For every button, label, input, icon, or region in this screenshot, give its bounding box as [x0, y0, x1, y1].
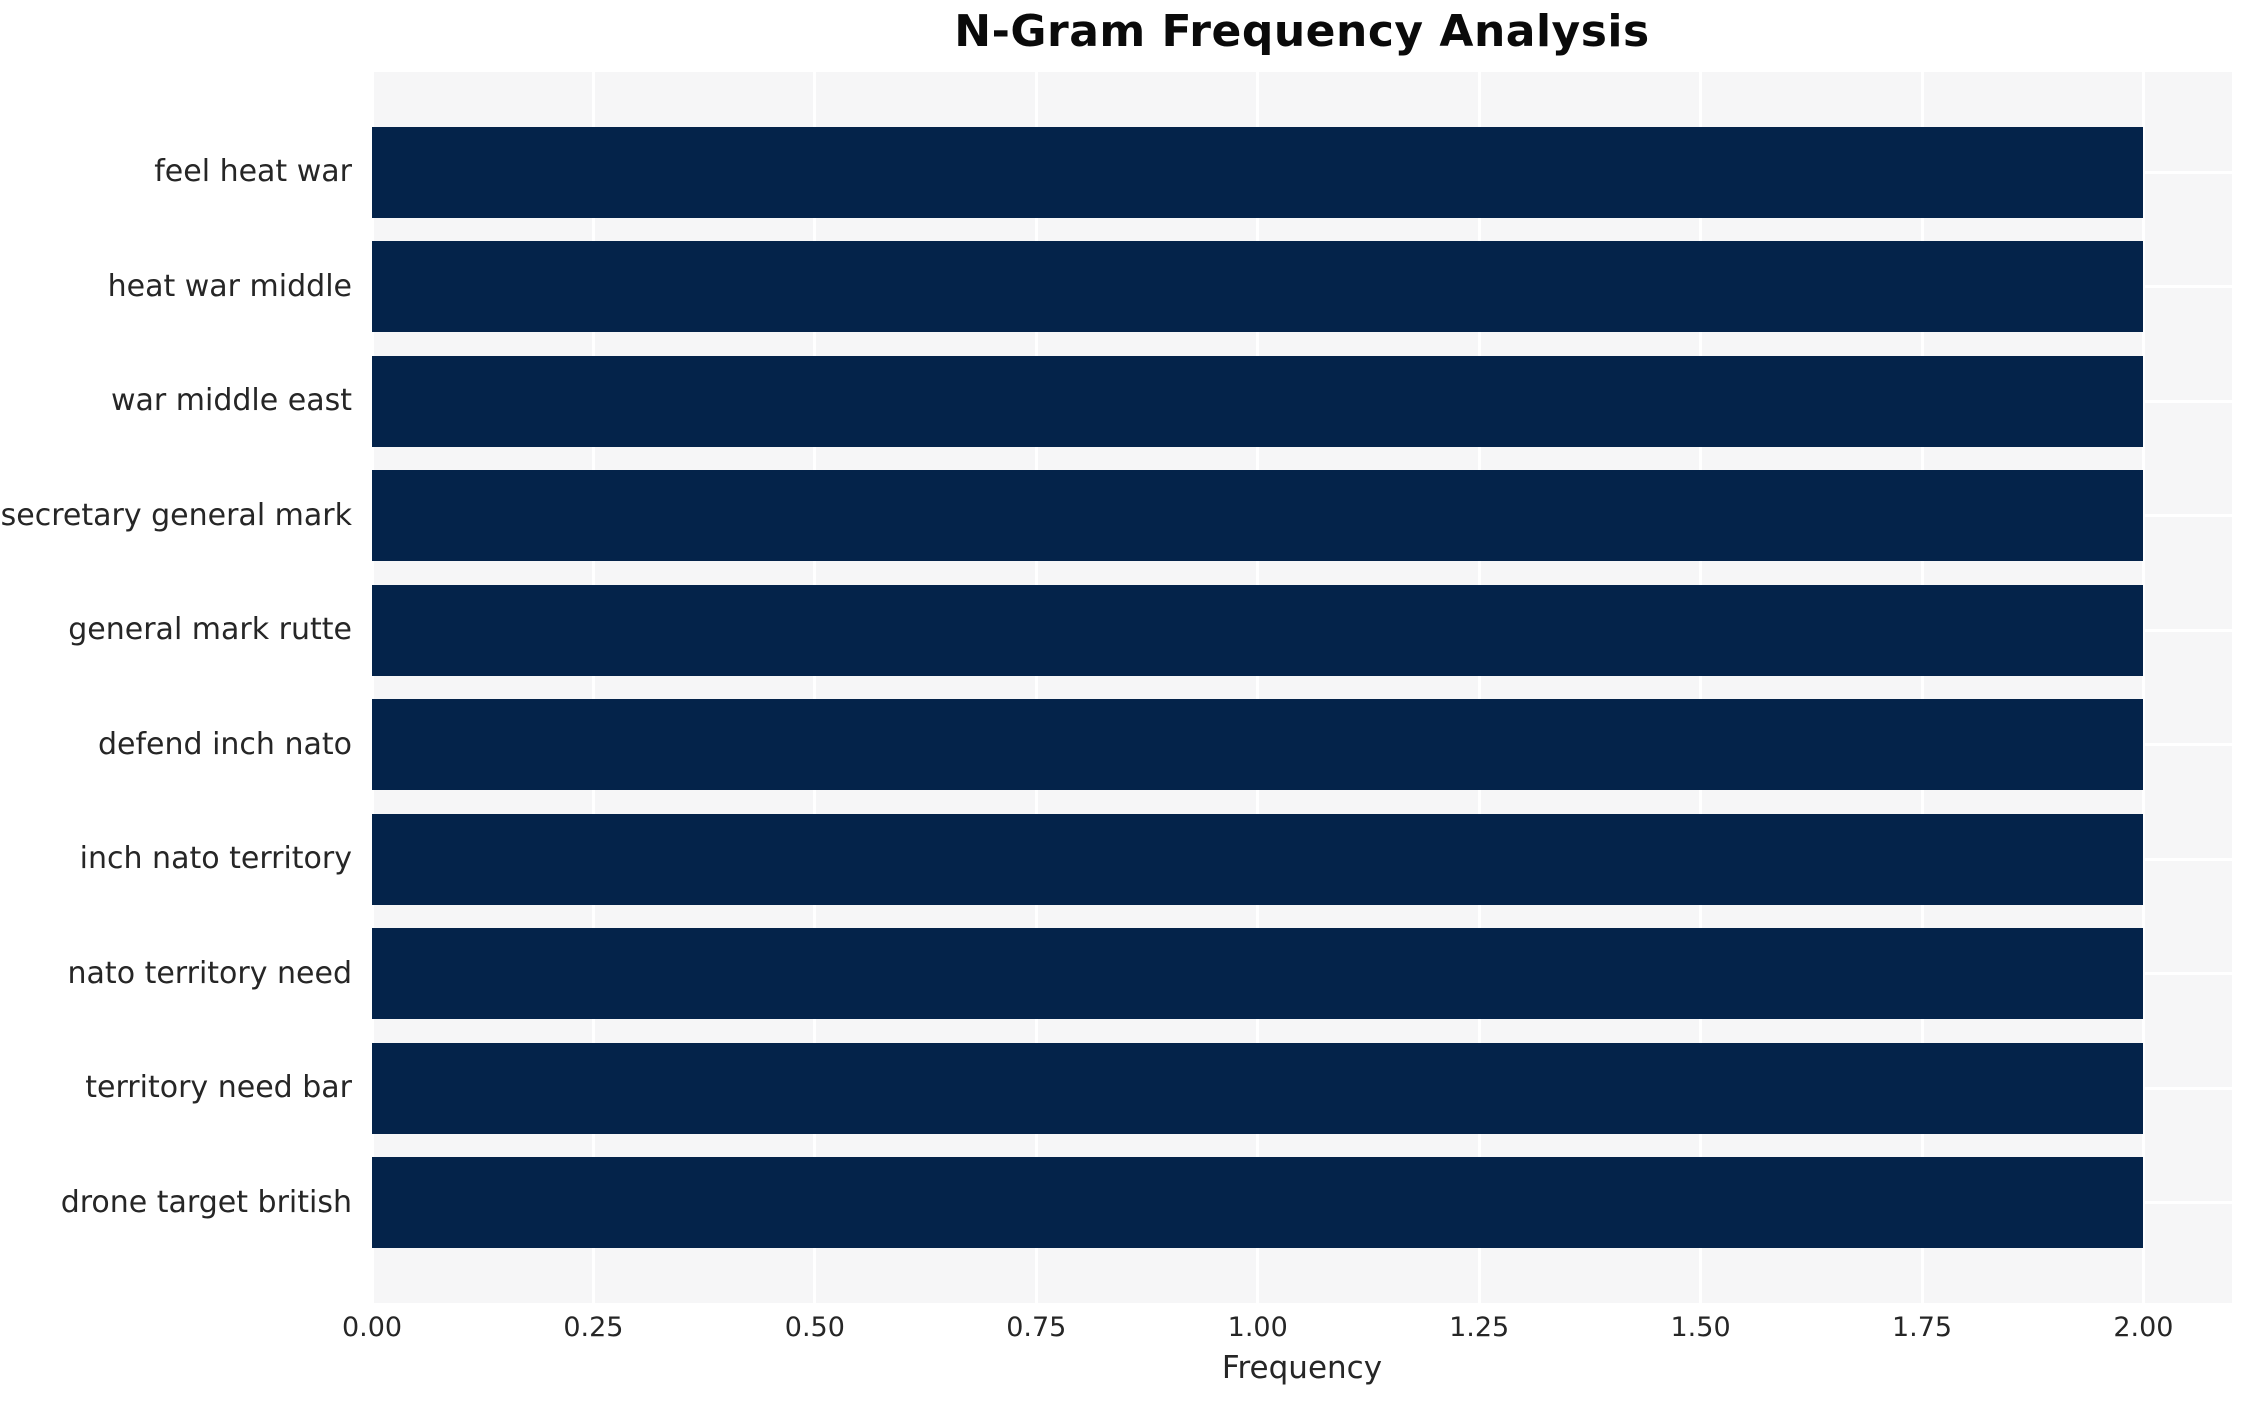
- bar: [372, 126, 2144, 218]
- gridline-vertical: [1699, 72, 1703, 1303]
- y-axis-labels: feel heat war heat war middle war middle e…: [0, 72, 352, 1303]
- x-tick-label: 1.00: [1227, 1312, 1288, 1343]
- y-tick-label: defend inch nato: [97, 726, 352, 762]
- gridline-vertical: [813, 72, 817, 1303]
- y-tick-label: heat war middle: [107, 268, 352, 304]
- bar: [372, 813, 2144, 905]
- y-tick-label: general mark rutte: [68, 612, 352, 648]
- bar: [372, 355, 2144, 447]
- y-tick-label: feel heat war: [154, 154, 352, 190]
- chart-title: N-Gram Frequency Analysis: [954, 6, 1650, 57]
- gridline-vertical: [2141, 72, 2145, 1303]
- y-tick-label: inch nato territory: [79, 841, 352, 877]
- plot-area: [370, 72, 2232, 1303]
- y-tick-label: secretary general mark: [0, 497, 352, 533]
- x-tick-label: 0.00: [341, 1312, 403, 1343]
- bar: [372, 241, 2144, 333]
- x-tick-label: 1.75: [1891, 1312, 1953, 1343]
- x-tick-label: 0.25: [563, 1312, 624, 1343]
- y-tick-label: nato territory need: [67, 955, 352, 991]
- gridline-vertical: [1477, 72, 1481, 1303]
- x-tick-label: 0.50: [784, 1312, 845, 1343]
- gridline-vertical: [370, 72, 374, 1303]
- y-tick-label: territory need bar: [85, 1070, 352, 1106]
- bar: [372, 699, 2144, 791]
- gridline-vertical: [591, 72, 595, 1303]
- x-tick-label: 2.00: [2113, 1312, 2174, 1343]
- x-tick-label: 0.75: [1006, 1312, 1067, 1343]
- y-tick-label: war middle east: [111, 383, 352, 419]
- gridline-vertical: [1920, 72, 1924, 1303]
- y-tick-label: drone target british: [60, 1184, 352, 1220]
- x-axis-label: Frequency: [1221, 1350, 1383, 1386]
- bar: [372, 1157, 2144, 1249]
- bar: [372, 470, 2144, 562]
- gridline-vertical: [1034, 72, 1038, 1303]
- x-tick-label: 1.50: [1670, 1312, 1731, 1343]
- gridline-vertical: [1256, 72, 1260, 1303]
- bar: [372, 584, 2144, 676]
- x-tick-label: 1.25: [1449, 1312, 1510, 1343]
- bar: [372, 928, 2144, 1020]
- bar: [372, 1042, 2144, 1134]
